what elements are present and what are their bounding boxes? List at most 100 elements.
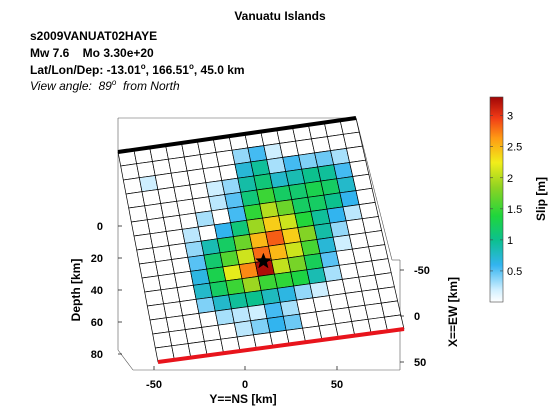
slip-patch	[138, 261, 159, 279]
slip-patch	[250, 159, 271, 177]
slip-patch	[195, 296, 216, 314]
slip-patch	[211, 208, 231, 226]
slip-patch	[272, 185, 293, 203]
slip-patch	[216, 236, 237, 254]
y-ns-tick-label: 0	[242, 379, 248, 391]
slip-patch	[368, 244, 389, 262]
location-line: Lat/Lon/Dep: -13.01o, 166.51o, 45.0 km	[30, 62, 245, 77]
slip-patch	[342, 131, 363, 149]
slip-patch	[205, 180, 226, 198]
slip-patch	[144, 289, 165, 307]
axes-box	[117, 117, 401, 371]
slip-patch	[224, 191, 245, 209]
slip-patch	[235, 248, 256, 265]
fault-bottom-edge	[157, 327, 405, 364]
slip-patch	[160, 287, 181, 305]
slip-patch	[192, 282, 213, 300]
view-angle-prefix: View angle: 89	[30, 79, 112, 93]
colorbar-ticks: 0.5 1 1.5 2 2.5 3	[490, 111, 522, 278]
slip-patch	[278, 213, 299, 231]
slip-patch	[256, 187, 277, 205]
slip-patch	[152, 245, 173, 263]
colorbar-tick-label: 1	[507, 235, 513, 247]
slip-patch	[155, 259, 175, 277]
slip-patch	[141, 189, 162, 207]
slip-patch	[352, 173, 373, 191]
slip-patch	[228, 292, 249, 310]
slip-patch	[211, 294, 232, 312]
colorbar-label: Slip [m]	[534, 177, 548, 221]
slip-patch	[377, 286, 399, 304]
slip-patch	[371, 258, 392, 276]
x-ew-axis-label: X==EW [km]	[446, 277, 460, 347]
slip-patch	[120, 163, 140, 181]
slip-patch	[182, 313, 203, 330]
colorbar-tick-label: 1.5	[507, 204, 522, 216]
colorbar-tick-label: 0.5	[507, 266, 522, 278]
slip-patch	[218, 163, 239, 181]
slip-patch	[249, 231, 269, 249]
slip-patch	[293, 283, 314, 301]
slip-patch	[231, 147, 252, 165]
slip-patch	[171, 256, 192, 274]
slip-patch	[136, 161, 156, 179]
slip-patch	[240, 189, 261, 207]
slip-patch	[214, 308, 235, 326]
slip-patch	[179, 298, 200, 316]
slip-patch	[130, 219, 151, 237]
slip-patch	[355, 187, 376, 205]
lon-degree-symbol: o	[189, 62, 194, 71]
slip-patch	[163, 301, 184, 319]
x-ew-axis-ticks	[400, 269, 404, 363]
slip-patch	[146, 303, 167, 321]
slip-patch	[152, 158, 172, 176]
slip-patch	[361, 216, 383, 234]
depth-axis-label: Depth [km]	[69, 259, 83, 322]
slip-patch	[183, 154, 204, 172]
fault-patch-grid	[117, 117, 405, 363]
slip-patch	[149, 317, 170, 335]
location-suffix: , 45.0 km	[194, 63, 245, 77]
slip-patch	[202, 166, 223, 184]
slip-patch	[198, 310, 219, 328]
depth-tick-label: 40	[91, 285, 103, 297]
slip-patch	[122, 177, 143, 195]
slip-patch	[290, 269, 311, 287]
slip-patch	[190, 268, 211, 286]
slip-patch	[197, 224, 218, 242]
slip-patch	[168, 329, 189, 347]
x-ew-tick-label: 50	[414, 357, 426, 369]
slip-patch	[276, 285, 298, 303]
slip-patch	[179, 212, 199, 230]
magnitude-line: Mw 7.6 Mo 3.30e+20	[30, 46, 154, 60]
slip-patch	[281, 227, 302, 245]
slip-patch	[128, 205, 148, 223]
depth-tick-label: 80	[91, 349, 103, 361]
slip-patch	[201, 324, 222, 342]
view-angle-line: View angle: 89o from North	[30, 78, 180, 93]
slip-patch	[253, 173, 274, 191]
slip-patch	[230, 219, 250, 237]
slip-patch	[263, 143, 284, 161]
colorbar-tick-label: 2	[507, 173, 513, 185]
slip-patch	[213, 222, 234, 240]
slip-patch	[162, 214, 183, 232]
slip-patch	[154, 172, 175, 190]
slip-patch	[219, 250, 240, 268]
slip-patch	[146, 217, 167, 235]
slip-patch	[279, 299, 301, 317]
slip-patch	[222, 264, 243, 282]
depth-tick-label: 0	[97, 221, 103, 233]
depth-tick-label: 60	[91, 317, 103, 329]
slip-patch	[231, 306, 252, 324]
slip-patch	[259, 201, 280, 219]
slip-patch	[246, 217, 267, 235]
slip-patch	[303, 253, 324, 271]
slip-patch	[265, 229, 286, 247]
fault-top-edge	[117, 116, 357, 154]
slip-patch	[287, 255, 308, 273]
event-id: s2009VANUAT02HAYE	[30, 29, 157, 43]
slip-patch	[176, 284, 197, 302]
slip-patch	[273, 271, 295, 289]
